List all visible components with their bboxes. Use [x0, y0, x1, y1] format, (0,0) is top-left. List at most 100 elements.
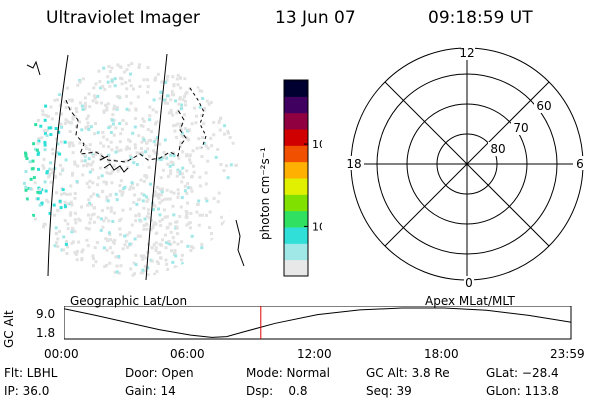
emission-pixel [179, 205, 183, 209]
emission-pixel [163, 138, 167, 142]
emission-pixel [106, 155, 110, 159]
emission-pixel [81, 173, 85, 177]
emission-pixel [185, 136, 188, 140]
emission-pixel [99, 152, 103, 156]
emission-pixel [139, 271, 143, 275]
emission-pixel [146, 273, 150, 277]
emission-pixel [181, 262, 185, 266]
emission-pixel [172, 84, 176, 88]
emission-pixel [226, 129, 230, 133]
emission-pixel [88, 201, 92, 205]
emission-pixel [134, 253, 138, 257]
emission-pixel [140, 140, 144, 144]
emission-pixel [124, 239, 128, 243]
emission-pixel [195, 114, 198, 118]
emission-pixel [163, 197, 167, 201]
emission-pixel [146, 128, 150, 131]
emission-pixel [164, 258, 168, 262]
emission-pixel [154, 110, 158, 114]
emission-pixel [47, 174, 51, 178]
emission-pixel [114, 192, 118, 196]
emission-pixel [165, 226, 169, 230]
emission-pixel [144, 269, 148, 273]
emission-pixel [221, 224, 225, 228]
emission-pixel [200, 89, 204, 93]
emission-pixel [156, 72, 160, 76]
emission-pixel [169, 153, 173, 157]
emission-pixel [84, 125, 88, 129]
emission-pixel [82, 164, 86, 168]
emission-pixel [189, 186, 193, 190]
mlt-label-12: 12 [459, 46, 474, 60]
emission-pixel [128, 154, 132, 158]
emission-pixel [207, 102, 211, 106]
emission-pixel [147, 138, 151, 142]
emission-pixel [190, 234, 194, 238]
emission-pixel [55, 191, 59, 195]
emission-pixel [226, 131, 230, 135]
gain-info: Gain: 14 [125, 384, 176, 398]
glat-info: GLat: −28.4 [486, 366, 559, 380]
emission-pixel [160, 199, 164, 203]
emission-pixel [178, 97, 182, 101]
emission-pixel [85, 117, 89, 121]
emission-pixel [33, 181, 37, 185]
emission-pixel [87, 162, 91, 166]
colorbar-segment [284, 259, 308, 277]
emission-pixel [226, 176, 230, 180]
emission-pixel [172, 213, 176, 217]
emission-pixel [106, 75, 110, 79]
emission-pixel [143, 217, 147, 221]
emission-pixel [142, 78, 146, 82]
emission-pixel [152, 208, 155, 212]
emission-pixel [220, 222, 224, 225]
emission-pixel [184, 103, 188, 107]
emission-pixel [197, 137, 201, 141]
emission-pixel [63, 140, 67, 144]
emission-pixel [68, 98, 71, 102]
emission-pixel [132, 200, 136, 204]
emission-pixel [142, 227, 146, 231]
emission-pixel [56, 142, 60, 146]
emission-pixel [38, 187, 42, 191]
emission-pixel [136, 95, 140, 99]
emission-pixel [116, 149, 120, 153]
emission-pixel [87, 157, 91, 161]
emission-pixel [228, 136, 232, 139]
emission-pixel [200, 136, 204, 139]
emission-pixel [127, 108, 131, 112]
emission-pixel [222, 169, 226, 172]
emission-pixel [145, 195, 148, 199]
emission-pixel [89, 203, 93, 207]
colorbar-segment [284, 194, 308, 212]
emission-pixel [181, 175, 185, 179]
emission-pixel [180, 172, 184, 176]
emission-pixel [169, 108, 173, 112]
emission-pixel [64, 242, 68, 246]
emission-pixel [161, 168, 165, 172]
emission-pixel [58, 93, 62, 97]
emission-pixel [80, 128, 84, 132]
emission-pixel [129, 207, 132, 211]
emission-pixel [24, 154, 28, 158]
emission-pixel [80, 250, 84, 254]
emission-pixel [53, 98, 57, 102]
y-tick-top: 9.0 [36, 307, 56, 321]
emission-pixel [125, 145, 129, 149]
emission-pixel [65, 192, 69, 196]
emission-pixel [133, 193, 137, 197]
emission-pixel [142, 254, 146, 258]
emission-pixel [209, 101, 213, 104]
emission-pixel [41, 112, 45, 116]
ip-info: IP: 36.0 [4, 384, 50, 398]
emission-pixel [149, 219, 153, 222]
emission-pixel [105, 171, 109, 175]
emission-pixel [88, 170, 92, 174]
emission-pixel [42, 157, 46, 161]
emission-pixel [209, 136, 213, 140]
emission-pixel [67, 141, 71, 145]
emission-pixel [66, 222, 70, 226]
emission-pixel [92, 264, 95, 268]
emission-pixel [75, 258, 79, 262]
emission-pixel [228, 213, 232, 217]
